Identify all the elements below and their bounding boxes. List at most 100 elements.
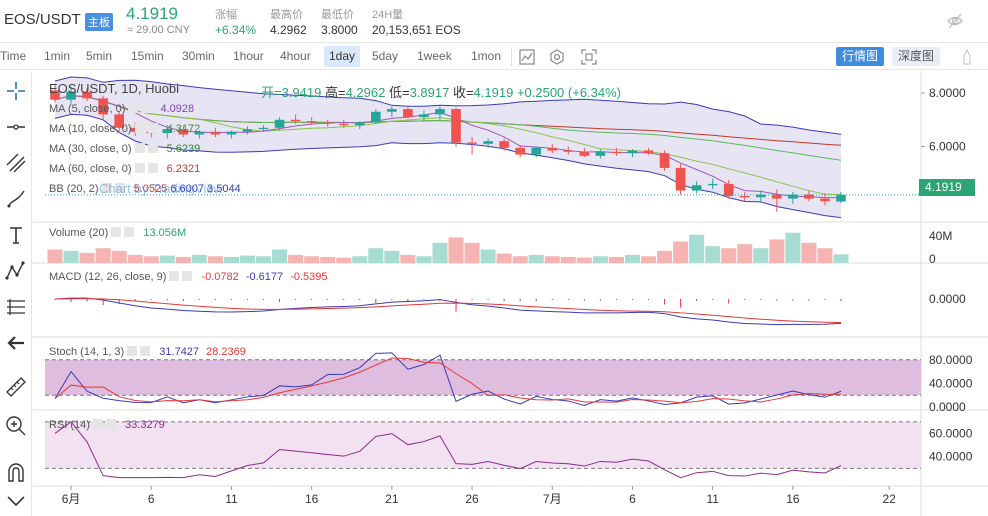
candle-body (290, 119, 301, 122)
legend-bb-lower: 3.5044 (207, 183, 241, 195)
volume-bar (47, 249, 63, 263)
magnet-icon[interactable] (4, 461, 28, 485)
legend-volume[interactable]: Volume (20) 13.056M (49, 227, 186, 239)
price-tick-label: 8.0000 (929, 86, 966, 100)
stoch-band-fill (45, 359, 921, 396)
interval-1day[interactable]: 1day (324, 46, 361, 67)
interval-30min[interactable]: 30min (182, 49, 215, 63)
chart-canvas[interactable]: 8.0000 6.0000 40M 0 0.0000 80.0000 40.0000 0.00… (33, 71, 988, 516)
volume-bar (111, 250, 127, 263)
legend-ma30[interactable]: MA (30, close, 0) 5.6239 (49, 143, 200, 155)
candle-body (226, 131, 237, 135)
legend-rsi[interactable]: RSI (14) 33.3279 (49, 419, 165, 431)
macd-signal-line (54, 298, 842, 323)
pair-name[interactable]: EOS/USDT (4, 11, 81, 28)
candle-body (371, 111, 381, 123)
volume-bar (207, 256, 223, 263)
bollinger-lower-line (54, 113, 842, 219)
brush-icon[interactable] (4, 187, 28, 211)
candle-body (451, 109, 461, 143)
candle-body (354, 122, 365, 126)
legend-ma10[interactable]: MA (10, close, 0) 4.3172 (49, 123, 200, 135)
cny-price: ≈ 29.00 CNY (127, 24, 190, 36)
volume-bar (95, 248, 111, 263)
main-board-tag: 主板 (85, 13, 113, 31)
date-tick-label: 22 (882, 492, 896, 506)
volume-bar (143, 256, 159, 263)
date-tick-label: 21 (385, 492, 399, 506)
candle-body (242, 129, 253, 132)
horizontal-line-icon[interactable] (4, 115, 28, 139)
candle-body (66, 91, 76, 100)
volume-bar (576, 257, 592, 263)
candle-body (836, 194, 846, 202)
stoch-d-line (54, 357, 842, 404)
legend-bb[interactable]: BB (20, 2) 5.0525 6.6007 3.5044 (49, 183, 241, 195)
rsi-tick-label: 60.0000 (929, 426, 973, 440)
interval-4hour[interactable]: 4hour (280, 49, 311, 63)
candle-body (419, 114, 429, 118)
back-arrow-icon[interactable] (4, 331, 28, 355)
legend-stoch[interactable]: Stoch (14, 1, 3) 31.7427 28.2369 (49, 346, 246, 358)
volume-bar (592, 256, 608, 263)
indicators-icon[interactable] (518, 48, 536, 66)
date-tick-label: 6月 (62, 492, 81, 506)
candle-body (804, 194, 814, 199)
interval-5min[interactable]: 5min (86, 49, 113, 63)
chart-area[interactable]: 8.0000 6.0000 40M 0 0.0000 80.0000 40.0000 0.00… (33, 71, 988, 516)
legend-ma60[interactable]: MA (60, close, 0) 6.2321 (49, 163, 200, 175)
legend-volume-name: Volume (20) (49, 227, 109, 239)
trend-lines-icon[interactable] (4, 151, 28, 175)
kline-view-button[interactable]: 行情图 (836, 47, 885, 66)
volume-bar (464, 242, 480, 263)
bollinger-upper-line (54, 76, 842, 135)
open-label: 开= (261, 85, 282, 100)
volume-bar (512, 256, 528, 263)
pattern-icon[interactable] (4, 259, 28, 283)
volume-bar (223, 256, 239, 263)
eye-off-icon[interactable] (946, 12, 964, 30)
volume-bar (737, 244, 753, 263)
candle-body (772, 194, 782, 199)
candle-body (274, 119, 285, 128)
candle-body (162, 129, 173, 134)
candle-body (210, 131, 221, 135)
fullscreen-icon[interactable] (580, 48, 598, 66)
volume-bar (352, 256, 368, 263)
interval-1hour[interactable]: 1hour (233, 49, 264, 63)
ruler-icon[interactable] (4, 375, 28, 399)
legend-stoch-d: 28.2369 (206, 346, 246, 358)
legend-ma10-name: MA (10, close, 0) (49, 123, 132, 135)
interval-1week[interactable]: 1week (417, 49, 452, 63)
high-label: 最高价 (270, 9, 303, 21)
collapse-chevron-icon[interactable] (4, 489, 28, 513)
candle-body (435, 109, 445, 115)
legend-ma5[interactable]: MA (5, close, 0) 4.0928 (49, 103, 194, 115)
interval-1min[interactable]: 1min (44, 49, 71, 63)
ohlc-readout: 开=3.9419 高=4.2962 低=3.8917 收=4.1919 +0.2… (261, 82, 621, 101)
interval-15min[interactable]: 15min (131, 49, 164, 63)
interval-5day[interactable]: 5day (372, 49, 399, 63)
pen-icon[interactable] (958, 48, 976, 66)
depth-view-button[interactable]: 深度图 (892, 47, 941, 66)
last-price-tag: 4.1919 (919, 179, 975, 196)
low-label-chart: 低= (388, 85, 410, 100)
legend-ma30-value: 5.6239 (166, 143, 201, 155)
text-tool-icon[interactable] (4, 223, 28, 247)
high-value: 4.2962 (270, 23, 307, 37)
date-tick-label: 6 (629, 492, 636, 506)
interval-1mon[interactable]: 1mon (471, 49, 502, 63)
candle-body (611, 151, 622, 154)
interval-time[interactable]: Time (0, 49, 27, 63)
zoom-in-icon[interactable] (4, 414, 28, 438)
legend-macd[interactable]: MACD (12, 26, close, 9) -0.0782 -0.6177 … (49, 271, 328, 283)
candle-body (755, 194, 766, 198)
fib-tool-icon[interactable] (4, 295, 28, 319)
toolbar-divider (511, 48, 512, 66)
settings-icon[interactable] (548, 48, 566, 66)
volume-label: 24H量 (372, 9, 404, 21)
crosshair-icon[interactable] (4, 79, 28, 103)
volume-bar (320, 256, 336, 263)
candle-body (483, 141, 493, 144)
volume-bar (673, 241, 689, 263)
